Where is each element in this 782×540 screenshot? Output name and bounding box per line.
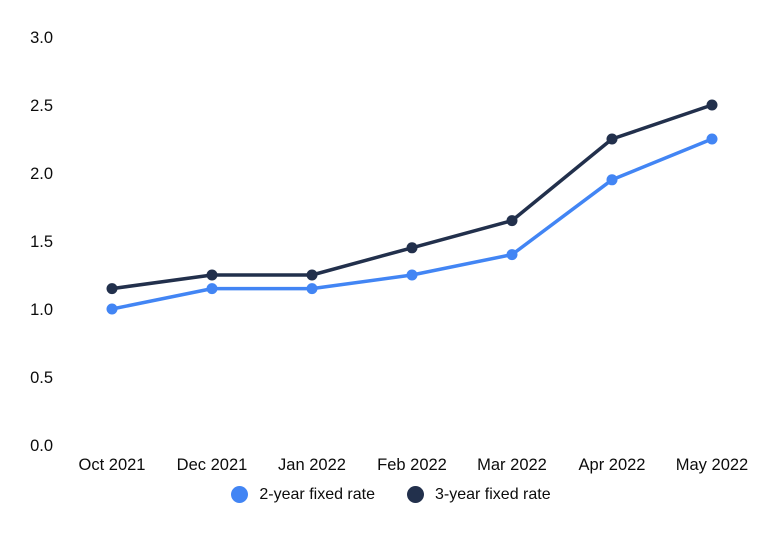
- y-axis-tick-label: 0.5: [30, 369, 53, 387]
- x-axis-tick-label: Feb 2022: [377, 456, 447, 474]
- series-line-3-year-fixed-rate: [110, 103, 714, 291]
- data-point-marker-2-year-fixed-rate: [706, 133, 718, 145]
- legend-item-3-year-fixed-rate: 3-year fixed rate: [407, 486, 551, 503]
- data-point-marker-3-year-fixed-rate: [106, 283, 118, 295]
- data-point-marker-2-year-fixed-rate: [306, 283, 318, 295]
- data-point-marker-2-year-fixed-rate: [206, 283, 218, 295]
- series-line-2-year-fixed-rate: [110, 137, 714, 311]
- y-axis-tick-label: 2.5: [30, 97, 53, 115]
- y-axis-tick-label: 1.5: [30, 233, 53, 251]
- y-axis-tick-label: 2.0: [30, 165, 53, 183]
- legend-label-2-year: 2-year fixed rate: [259, 486, 375, 503]
- data-point-marker-3-year-fixed-rate: [206, 269, 218, 281]
- x-axis-tick-label: Oct 2021: [79, 456, 146, 474]
- y-axis-tick-label: 3.0: [30, 29, 53, 47]
- data-point-marker-3-year-fixed-rate: [706, 99, 718, 111]
- x-axis-tick-label: Apr 2022: [579, 456, 646, 474]
- y-axis-tick-label: 1.0: [30, 301, 53, 319]
- data-point-marker-2-year-fixed-rate: [506, 249, 518, 261]
- y-axis-tick-label: 0.0: [30, 437, 53, 455]
- x-axis-tick-label: Dec 2021: [177, 456, 248, 474]
- data-point-marker-3-year-fixed-rate: [406, 242, 418, 254]
- legend-swatch-3-year-icon: [407, 486, 424, 503]
- data-point-marker-2-year-fixed-rate: [406, 269, 418, 281]
- legend-swatch-2-year-icon: [231, 486, 249, 503]
- x-axis-tick-label: May 2022: [676, 456, 748, 474]
- data-point-marker-2-year-fixed-rate: [106, 303, 118, 315]
- x-axis-tick-label: Mar 2022: [477, 456, 547, 474]
- data-point-marker-3-year-fixed-rate: [606, 133, 618, 145]
- data-point-marker-3-year-fixed-rate: [506, 215, 518, 227]
- x-axis-tick-label: Jan 2022: [278, 456, 346, 474]
- legend-label-3-year: 3-year fixed rate: [435, 486, 551, 503]
- rates-line-chart: 3.0 2.5 2.0 1.5 1.0 0.5 0.0 Oct 2021 Dec 2021 Jan…: [30, 29, 748, 474]
- chart-legend: 2-year fixed rate 3-year fixed rate: [0, 486, 782, 503]
- data-point-marker-3-year-fixed-rate: [306, 269, 318, 281]
- data-point-marker-2-year-fixed-rate: [606, 174, 618, 186]
- legend-item-2-year-fixed-rate: 2-year fixed rate: [231, 486, 375, 503]
